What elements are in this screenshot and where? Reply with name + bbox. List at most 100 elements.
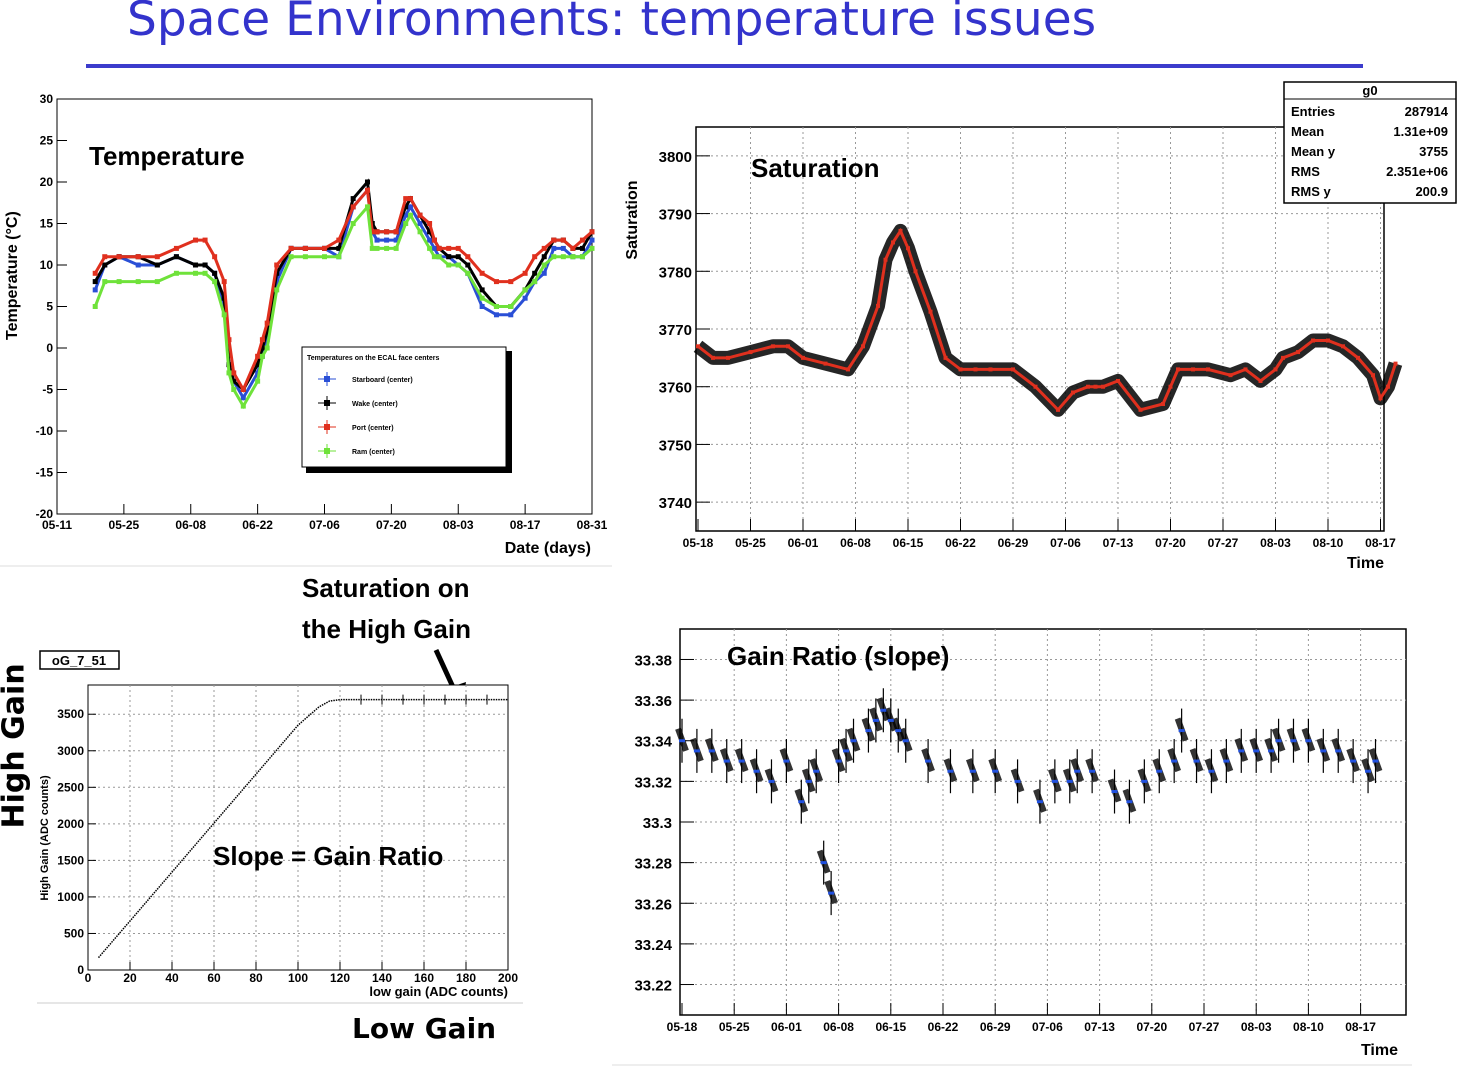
temperature-point	[455, 245, 461, 251]
temperature-point	[522, 287, 528, 293]
temperature-point	[374, 245, 380, 251]
gain-ratio-point	[813, 769, 820, 773]
temperature-point	[212, 270, 218, 276]
temperature-legend: Temperatures on the ECAL face centers St…	[301, 346, 512, 473]
gain-ratio-point	[835, 759, 842, 763]
temperature-point	[92, 270, 98, 276]
saturation-ytick-label: 3790	[659, 207, 692, 224]
gain-ratio-point	[969, 769, 976, 773]
temperature-point	[551, 237, 557, 243]
legend-marker	[324, 400, 330, 406]
gain-ratio-point	[768, 779, 775, 783]
legend-title: Temperatures on the ECAL face centers	[307, 355, 440, 362]
gain-ratio-annotation: Gain Ratio (slope)	[727, 641, 949, 671]
temperature-point	[364, 187, 370, 193]
temperature-point	[336, 237, 342, 243]
saturation-chart: 3740 3750 3760 3770 3780 3790 3800 05-18 05-25 0…	[624, 81, 1457, 572]
gain-curve-xtick-label: 120	[330, 971, 350, 985]
temperature-point	[541, 245, 547, 251]
temperature-point	[173, 254, 179, 260]
temperature-point	[393, 237, 399, 243]
temperature-point	[92, 279, 98, 285]
temperature-ytick-label: -15	[36, 466, 54, 480]
gain-curve-ytick-label: 1000	[57, 890, 84, 904]
temperature-point	[288, 245, 294, 251]
temperature-point	[264, 328, 270, 334]
saturation-point	[1378, 396, 1383, 401]
temperature-point	[465, 270, 471, 276]
saturation-point	[1101, 384, 1105, 389]
temperature-point	[259, 337, 265, 343]
stats-row-label: RMS y	[1291, 184, 1332, 199]
saturation-xtick-label: 07-20	[1155, 536, 1186, 550]
temperature-point	[369, 245, 375, 251]
temperature-point	[240, 395, 246, 401]
temperature-point	[274, 287, 280, 293]
gain-ratio-point	[1320, 749, 1327, 753]
temperature-ylabel: Temperature (°C)	[4, 211, 21, 340]
saturation-stats-box: g0 Entries 287914 Mean 1.31e+09 Mean y 3755 RM…	[1283, 81, 1457, 204]
gain-ratio-xtick-label: 05-25	[719, 1020, 750, 1034]
temperature-point	[479, 287, 485, 293]
temperature-ytick-label: -10	[36, 424, 54, 438]
temperature-point	[173, 270, 179, 276]
saturation-point	[913, 269, 918, 274]
gain-stat-label: oG_7_51	[52, 653, 106, 668]
saturation-point	[1116, 378, 1120, 383]
temperature-point	[255, 378, 261, 384]
stats-row-label: Mean y	[1291, 144, 1336, 159]
saturation-point	[1056, 407, 1060, 412]
temperature-point	[226, 337, 232, 343]
slope-annotation: Slope = Gain Ratio	[213, 841, 443, 871]
saturation-plot-frame	[695, 126, 1385, 532]
gain-curve-xtick-label: 80	[249, 971, 263, 985]
gain-curve-xtick-label: 100	[288, 971, 308, 985]
gain-ratio-point	[947, 769, 954, 773]
temperature-point	[240, 387, 246, 392]
gain-ratio-ytick-label: 33.26	[634, 896, 672, 913]
temperature-point	[407, 196, 413, 202]
temperature-xtick-label: 08-31	[577, 518, 608, 532]
gain-ratio-xtick-label: 07-13	[1084, 1020, 1115, 1034]
saturation-point	[1093, 384, 1098, 389]
gain-ratio-point	[1074, 769, 1081, 773]
saturation-point	[1033, 384, 1038, 389]
saturation-ytick-label: 3760	[659, 380, 692, 397]
temperature-point	[264, 345, 270, 351]
gain-curve-ytick-label: 2000	[57, 817, 84, 831]
gain-curve-xtick-label: 40	[165, 971, 179, 985]
temperature-ytick-label: 0	[46, 341, 53, 355]
saturation-point	[1228, 373, 1233, 378]
temperature-point	[455, 262, 461, 268]
temperature-point	[255, 353, 261, 359]
gain-ratio-point	[805, 779, 812, 783]
temperature-xtick-label: 05-11	[42, 518, 72, 532]
saturation-point	[1191, 367, 1195, 372]
gain-stat-label-box	[39, 650, 120, 670]
temperature-point	[407, 212, 413, 218]
temperature-point	[403, 204, 409, 210]
saturation-point	[906, 246, 910, 251]
saturation-xtick-label: 06-08	[840, 536, 871, 550]
gain-ratio-point	[850, 739, 857, 743]
stats-row-value: 1.31e+09	[1393, 124, 1448, 139]
saturation-ytick-label: 3740	[659, 495, 692, 512]
temperature-point	[364, 204, 370, 210]
temperature-point	[302, 254, 308, 260]
gain-ratio-xtick-label: 06-08	[823, 1020, 854, 1034]
gain-ratio-point	[1156, 769, 1163, 773]
temperature-point	[589, 237, 595, 243]
saturation-ylabel: Saturation	[624, 180, 641, 259]
temperature-point	[427, 229, 433, 235]
temperature-point	[322, 245, 327, 251]
gain-ratio-ytick-label: 33.32	[634, 774, 672, 791]
temperature-point	[193, 262, 199, 268]
stats-title: g0	[1362, 83, 1377, 98]
temperature-xlabel: Date (days)	[505, 540, 591, 557]
gain-ratio-point	[753, 769, 760, 773]
temperature-point	[403, 196, 409, 202]
temperature-point	[479, 304, 485, 309]
slide-title: Space Environments: temperature issues	[127, 0, 1097, 47]
temperature-point	[240, 403, 246, 409]
saturation-xtick-label: 05-18	[683, 536, 714, 550]
